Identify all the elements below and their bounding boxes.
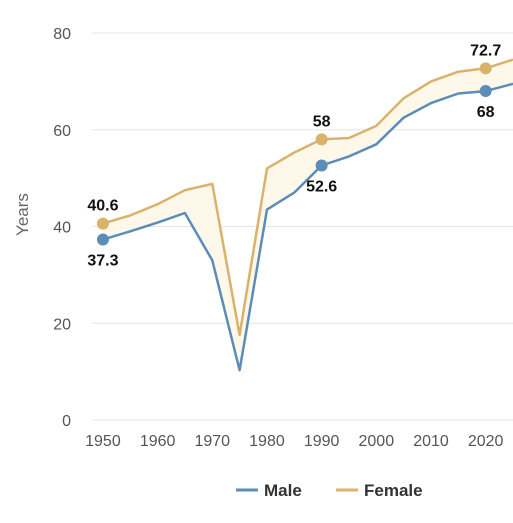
point-marker-female[interactable] bbox=[315, 133, 328, 146]
x-tick-label: 2020 bbox=[468, 433, 504, 450]
y-tick-label: 20 bbox=[53, 316, 71, 333]
legend: Male Female bbox=[236, 481, 423, 500]
y-tick-label: 0 bbox=[62, 413, 71, 430]
y-tick-label: 40 bbox=[53, 220, 71, 237]
x-tick-label: 2000 bbox=[359, 433, 395, 450]
x-tick-label: 1950 bbox=[85, 433, 121, 450]
x-tick-label: 1960 bbox=[140, 433, 176, 450]
series-lines-layer bbox=[102, 58, 513, 372]
series-line-female bbox=[102, 58, 513, 337]
x-tick-label: 1970 bbox=[194, 433, 230, 450]
x-tick-label: 1990 bbox=[304, 433, 340, 450]
data-label-male: 68 bbox=[477, 104, 495, 121]
axis-labels-layer: 0 20 40 60 80 1950 1960 1970 1980 1990 2000 2010 202… bbox=[13, 26, 504, 450]
data-label-female: 58 bbox=[313, 113, 331, 130]
y-tick-label: 80 bbox=[53, 26, 71, 43]
y-axis-title: Years bbox=[13, 193, 32, 236]
data-label-female: 72.7 bbox=[470, 42, 501, 59]
x-tick-label: 2010 bbox=[413, 433, 449, 450]
gap-area-layer bbox=[102, 59, 513, 371]
data-label-male: 52.6 bbox=[306, 179, 337, 196]
data-label-female: 40.6 bbox=[87, 198, 118, 215]
highlight-markers-layer bbox=[96, 62, 492, 246]
legend-label-female[interactable]: Female bbox=[364, 481, 423, 500]
point-marker-male[interactable] bbox=[315, 159, 328, 172]
point-marker-male[interactable] bbox=[479, 85, 492, 98]
data-label-male: 37.3 bbox=[87, 253, 118, 270]
grid-lines bbox=[92, 32, 513, 421]
point-marker-female[interactable] bbox=[96, 217, 109, 230]
data-labels-layer: 37.3 52.6 68 40.6 58 72.7 bbox=[87, 42, 501, 269]
legend-label-male[interactable]: Male bbox=[264, 481, 302, 500]
y-tick-label: 60 bbox=[53, 123, 71, 140]
point-marker-male[interactable] bbox=[96, 233, 109, 246]
gap-area bbox=[102, 59, 513, 371]
series-line-male bbox=[102, 82, 513, 372]
x-tick-label: 1980 bbox=[249, 433, 285, 450]
point-marker-female[interactable] bbox=[479, 62, 492, 75]
